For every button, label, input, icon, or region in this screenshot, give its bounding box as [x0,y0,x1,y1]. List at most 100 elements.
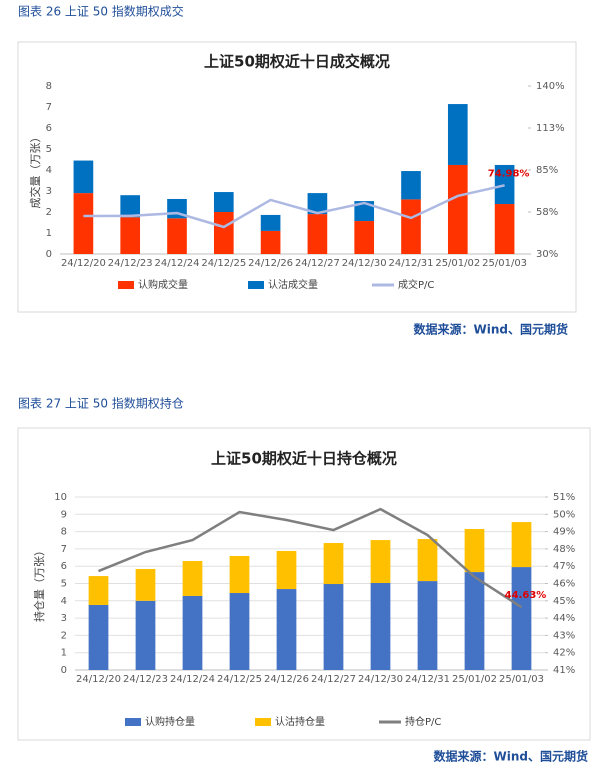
bar [88,576,109,605]
y2-tick-label: 43% [553,630,575,641]
y-tick-label: 5 [46,144,52,155]
y2-tick-label: 45% [553,596,575,607]
bar [447,104,468,165]
bar [88,604,109,670]
y-tick-label: 8 [46,81,52,92]
line [98,507,523,609]
legend-label: 认购成交量 [138,278,188,291]
y2-tick-label: 44% [553,613,575,624]
x-tick-label: 24/12/23 [108,258,153,269]
data-label: 74.98% [488,168,530,179]
legend-label: 认沽成交量 [268,278,318,291]
bar [213,212,234,254]
bar [135,568,156,601]
bar [494,204,515,254]
y-axis-label: 成交量（万张） [28,132,42,209]
x-tick-label: 24/12/31 [389,258,434,269]
x-tick-label: 24/12/27 [295,258,340,269]
y2-tick-label: 51% [553,492,575,503]
y2-tick-label: 113% [536,123,565,134]
y-tick-label: 7 [61,544,67,555]
y2-tick-label: 46% [553,579,575,590]
x-tick-label: 24/12/20 [61,258,106,269]
chart-frame [17,41,577,313]
y-tick-label: 0 [61,665,67,676]
bar [511,567,532,670]
x-tick-label: 24/12/27 [311,674,356,685]
bar [276,550,297,590]
y2-tick-label: 42% [553,648,575,659]
source: 数据来源：Wind、国元期货 [414,322,568,337]
chart-title: 上证50期权近十日成交概况 [204,53,390,71]
x-tick-label: 24/12/26 [264,674,309,685]
x-tick-label: 24/12/23 [123,674,168,685]
bar [354,221,375,254]
x-tick-label: 24/12/30 [358,674,403,685]
bar [213,192,234,212]
bar [182,561,203,596]
bar [417,581,438,670]
x-tick-label: 25/01/03 [499,674,544,685]
y-tick-label: 10 [54,492,67,503]
y-tick-label: 6 [46,123,52,134]
bar [167,218,187,254]
x-tick-label: 25/01/03 [482,258,527,269]
source: 数据来源：Wind、国元期货 [434,749,588,764]
x-tick-label: 25/01/02 [452,674,497,685]
bar [464,529,485,573]
y2-tick-label: 48% [553,544,575,555]
bar [229,555,250,594]
x-tick-label: 25/01/02 [435,258,480,269]
bar [135,600,156,670]
x-tick-label: 24/12/31 [405,674,450,685]
bar [120,195,141,218]
y2-tick-label: 30% [536,249,558,260]
chart-title: 上证50期权近十日持仓概况 [211,450,397,468]
bar [401,199,421,254]
legend-swatch [255,718,271,726]
bar [511,522,532,568]
bar [323,543,344,585]
bar [464,572,485,670]
y2-tick-label: 50% [553,509,575,520]
caption: 图表 26 上证 50 指数期权成交 [18,4,184,19]
y-tick-label: 1 [46,228,52,239]
bar [260,230,281,254]
bar [260,214,281,231]
bar [370,582,391,670]
legend-swatch [125,718,141,726]
x-tick-label: 24/12/24 [155,258,200,269]
bar [447,164,468,254]
y-tick-label: 3 [61,613,67,624]
bar [370,540,391,583]
legend-swatch [118,281,134,289]
legend-label: 持仓P/C [405,715,441,728]
data-label: 44.63% [505,590,547,601]
y-axis-label: 持仓量（万张） [32,545,46,622]
y2-tick-label: 58% [536,207,558,218]
bar [494,164,515,205]
bar [307,214,328,254]
bar [229,593,250,670]
y2-tick-label: 140% [536,81,565,92]
x-tick-label: 24/12/25 [201,258,246,269]
legend-swatch [248,281,264,289]
bar [73,193,94,254]
bar [417,539,438,582]
bar [323,584,344,670]
bar [307,193,328,215]
x-tick-label: 24/12/25 [217,674,262,685]
y-tick-label: 0 [46,249,52,260]
y-tick-label: 7 [46,102,52,113]
bar [120,217,141,254]
y-tick-label: 2 [61,630,67,641]
y-tick-label: 4 [61,596,67,607]
x-tick-label: 24/12/24 [170,674,215,685]
y2-tick-label: 47% [553,561,575,572]
caption: 图表 27 上证 50 指数期权持仓 [18,396,184,411]
chart-frame [17,427,591,741]
bar [73,160,94,194]
y-tick-label: 2 [46,207,52,218]
bar [182,595,203,670]
